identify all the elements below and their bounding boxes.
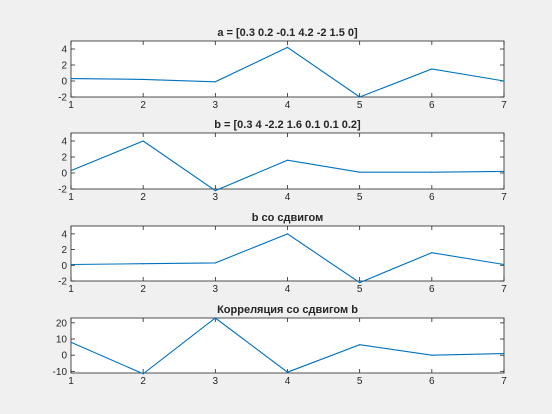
y-tick-label: 2 — [61, 61, 67, 72]
x-tick-label: 7 — [501, 100, 507, 111]
x-tick-label: 2 — [140, 284, 146, 295]
data-point — [70, 341, 72, 343]
y-tick-label: 0 — [61, 261, 67, 272]
x-tick-label: 7 — [501, 192, 507, 203]
x-tick-label: 6 — [429, 376, 435, 387]
x-tick-label: 5 — [357, 100, 363, 111]
y-tick-label: 2 — [61, 153, 67, 164]
x-tick-label: 3 — [213, 100, 219, 111]
data-point — [214, 262, 216, 264]
data-point — [70, 263, 72, 266]
data-point — [359, 171, 361, 173]
x-tick-label: 5 — [357, 284, 363, 295]
subplot-3: b со сдвигом 1 2 3 4 5 6 7 -2 0 2 4 — [58, 212, 507, 295]
x-tick-label: 2 — [140, 376, 146, 387]
data-point — [142, 263, 144, 265]
y-tick-label: 0 — [61, 169, 67, 180]
data-point — [503, 170, 505, 172]
data-point — [142, 373, 144, 375]
x-tick-label: 3 — [213, 376, 219, 387]
y-tick-label: -2 — [58, 185, 67, 196]
y-tick-label: -10 — [53, 367, 68, 378]
subplot-2: b = [0.3 4 -2.2 1.6 0.1 0.1 0.2] 1 2 3 4 5 6 7 -… — [58, 119, 507, 203]
x-tick-label: 4 — [285, 284, 291, 295]
axes-box — [70, 317, 505, 374]
x-tick-label: 1 — [68, 284, 74, 295]
x-tick-label: 4 — [285, 376, 291, 387]
x-tick-label: 2 — [140, 100, 146, 111]
x-tick-label: 5 — [357, 376, 363, 387]
y-tick-label: 4 — [61, 45, 67, 56]
x-tick-label: 1 — [68, 192, 74, 203]
y-tick-label: 0 — [61, 77, 67, 88]
x-tick-label: 7 — [501, 284, 507, 295]
data-point — [286, 159, 289, 161]
x-tick-label: 6 — [429, 284, 435, 295]
x-tick-label: 4 — [285, 100, 291, 111]
data-point — [431, 171, 433, 173]
data-point — [286, 46, 289, 49]
y-tick-label: 4 — [61, 137, 67, 148]
data-point — [359, 281, 361, 284]
subplot-1: a = [0.3 0.2 -0.1 4.2 -2 1.5 0] 1 2 3 4 5 6 7 -2… — [58, 27, 507, 111]
data-point — [286, 371, 289, 373]
data-point — [70, 78, 72, 80]
x-tick-label: 7 — [501, 376, 507, 387]
axes-box — [70, 40, 505, 98]
y-tick-label: 0 — [61, 351, 67, 362]
x-tick-label: 1 — [68, 100, 74, 111]
data-point — [431, 252, 433, 254]
subplot-title: b со сдвигом — [252, 212, 323, 224]
y-tick-label: 10 — [56, 335, 68, 346]
data-point — [359, 96, 361, 98]
x-tick-label: 3 — [213, 192, 219, 203]
y-tick-label: 4 — [61, 229, 67, 240]
x-tick-label: 1 — [68, 376, 74, 387]
x-tick-label: 6 — [429, 100, 435, 111]
x-tick-label: 6 — [429, 192, 435, 203]
data-point — [286, 233, 289, 235]
data-point — [503, 80, 505, 82]
data-point — [70, 170, 72, 172]
data-point — [214, 317, 216, 319]
data-point — [359, 344, 361, 346]
y-tick-label: -2 — [58, 93, 67, 104]
subplot-title: Корреляция со сдвигом b — [217, 304, 358, 316]
data-point — [142, 78, 144, 80]
axes-box — [70, 225, 505, 282]
axes-box — [70, 132, 505, 190]
subplot-title: b = [0.3 4 -2.2 1.6 0.1 0.1 0.2] — [214, 119, 361, 131]
y-tick-label: 2 — [61, 245, 67, 256]
data-point — [142, 140, 144, 142]
data-point — [431, 68, 433, 70]
subplot-title: a = [0.3 0.2 -0.1 4.2 -2 1.5 0] — [217, 27, 358, 39]
x-tick-label: 4 — [285, 192, 291, 203]
subplot-4: Корреляция со сдвигом b 1 2 3 4 5 6 7 -10 0 10 20 — [53, 304, 508, 387]
data-point — [214, 81, 216, 83]
data-point — [503, 263, 505, 266]
y-tick-label: -2 — [58, 277, 67, 288]
x-tick-label: 5 — [357, 192, 363, 203]
x-tick-label: 3 — [213, 284, 219, 295]
data-point — [503, 352, 505, 355]
data-point — [214, 190, 216, 192]
x-tick-label: 2 — [140, 192, 146, 203]
y-tick-label: 20 — [56, 318, 68, 329]
data-point — [431, 354, 433, 356]
